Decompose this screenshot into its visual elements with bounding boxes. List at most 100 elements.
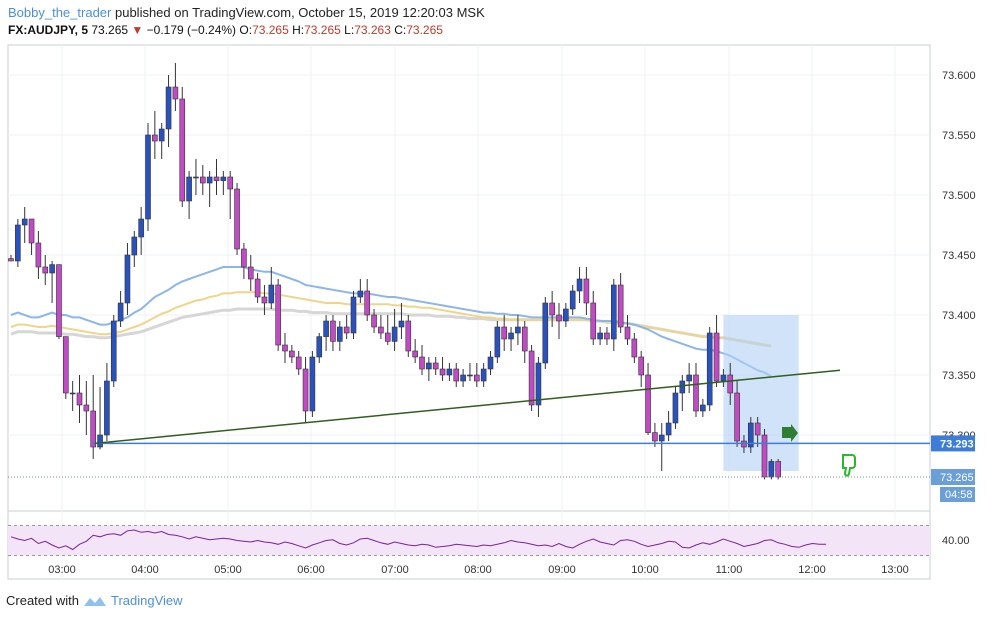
candle[interactable]	[200, 165, 206, 195]
candle[interactable]	[384, 315, 391, 345]
candle[interactable]	[309, 351, 316, 417]
candle[interactable]	[268, 267, 275, 309]
candle[interactable]	[426, 357, 432, 381]
candle[interactable]	[254, 273, 261, 303]
candle[interactable]	[439, 357, 446, 381]
candle[interactable]	[679, 375, 686, 411]
candle[interactable]	[467, 363, 473, 381]
candle[interactable]	[261, 285, 268, 315]
tradingview-brand-link[interactable]: TradingView	[110, 593, 183, 608]
candle[interactable]	[658, 423, 665, 471]
candle[interactable]	[693, 363, 699, 417]
candle[interactable]	[672, 387, 679, 429]
candle[interactable]	[727, 363, 734, 405]
candle[interactable]	[713, 315, 720, 387]
candle[interactable]	[665, 411, 672, 441]
candle[interactable]	[275, 279, 281, 351]
candle[interactable]	[494, 321, 501, 363]
candle[interactable]	[775, 459, 782, 480]
candle[interactable]	[138, 207, 144, 255]
candle[interactable]	[604, 327, 610, 345]
candle[interactable]	[645, 363, 651, 435]
candle[interactable]	[569, 285, 576, 315]
candle[interactable]	[206, 171, 213, 207]
candle[interactable]	[343, 315, 350, 339]
candle[interactable]	[165, 75, 172, 147]
candle[interactable]	[583, 267, 590, 315]
candle[interactable]	[247, 255, 254, 291]
candle[interactable]	[69, 381, 76, 411]
candle[interactable]	[316, 333, 323, 363]
candle[interactable]	[35, 231, 42, 279]
candle[interactable]	[590, 291, 597, 345]
candle[interactable]	[193, 159, 199, 195]
candle[interactable]	[42, 255, 49, 285]
candle[interactable]	[110, 315, 117, 387]
candle[interactable]	[631, 333, 638, 363]
candle[interactable]	[412, 339, 418, 363]
candle[interactable]	[501, 315, 508, 351]
candle[interactable]	[535, 357, 542, 417]
candle[interactable]	[453, 363, 460, 387]
candle[interactable]	[350, 291, 357, 339]
candle[interactable]	[610, 279, 617, 351]
candle[interactable]	[576, 267, 583, 303]
candle[interactable]	[145, 123, 151, 231]
candle[interactable]	[515, 315, 521, 345]
candle[interactable]	[76, 375, 83, 423]
candle[interactable]	[213, 159, 220, 195]
author-link[interactable]: Bobby_the_trader	[8, 5, 112, 20]
symbol-name[interactable]: FX:AUDJPY, 5	[8, 23, 89, 37]
candle[interactable]	[364, 279, 371, 321]
candle[interactable]	[617, 273, 624, 333]
candle[interactable]	[323, 315, 329, 351]
candle[interactable]	[405, 315, 412, 357]
candle[interactable]	[357, 279, 364, 303]
candle[interactable]	[706, 327, 713, 411]
candle[interactable]	[15, 219, 21, 267]
candle[interactable]	[556, 303, 562, 339]
candle[interactable]	[97, 387, 103, 450]
candle[interactable]	[686, 363, 692, 393]
candle[interactable]	[549, 291, 555, 327]
candle[interactable]	[289, 345, 295, 363]
candle[interactable]	[234, 183, 240, 255]
candle[interactable]	[8, 255, 14, 262]
candle[interactable]	[378, 315, 384, 339]
candle[interactable]	[371, 309, 377, 333]
candle[interactable]	[241, 243, 247, 279]
candle[interactable]	[158, 123, 165, 159]
candle[interactable]	[734, 381, 740, 447]
candle[interactable]	[28, 218, 35, 255]
candle[interactable]	[21, 207, 28, 243]
candle[interactable]	[131, 231, 138, 267]
candle[interactable]	[473, 363, 480, 387]
candle[interactable]	[460, 369, 466, 387]
trend-line[interactable]	[94, 369, 841, 445]
candle[interactable]	[446, 363, 453, 381]
candle[interactable]	[508, 327, 514, 351]
candle[interactable]	[220, 171, 227, 195]
candle[interactable]	[282, 333, 288, 363]
candle[interactable]	[700, 399, 706, 417]
candle[interactable]	[62, 336, 69, 399]
candle[interactable]	[432, 357, 439, 375]
candle[interactable]	[487, 351, 494, 375]
candle[interactable]	[391, 309, 398, 351]
candle[interactable]	[104, 363, 110, 441]
candle[interactable]	[747, 417, 754, 453]
candle[interactable]	[186, 171, 192, 219]
candle[interactable]	[336, 321, 343, 351]
candle[interactable]	[480, 363, 487, 387]
candle[interactable]	[124, 243, 131, 315]
candle[interactable]	[56, 264, 62, 339]
candle[interactable]	[597, 327, 603, 345]
candle[interactable]	[90, 375, 96, 459]
candle[interactable]	[761, 429, 768, 480]
candle[interactable]	[624, 315, 631, 345]
candle[interactable]	[172, 63, 179, 111]
candle[interactable]	[398, 303, 405, 339]
candle[interactable]	[542, 297, 549, 369]
candle[interactable]	[563, 303, 569, 327]
